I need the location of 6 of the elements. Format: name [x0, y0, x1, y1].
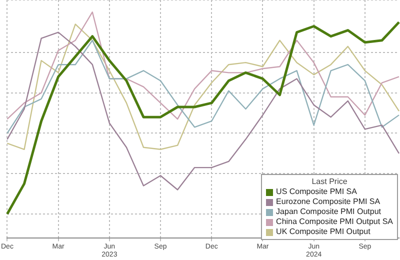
legend-label: Japan Composite PMI Output — [276, 207, 381, 217]
legend-label: China Composite PMI Output SA — [276, 217, 393, 227]
legend-title: Last Price — [310, 177, 348, 187]
legend-label: UK Composite PMI Output — [276, 227, 370, 237]
legend-label: Eurozone Composite PMI SA — [276, 197, 380, 207]
legend-label: US Composite PMI SA — [276, 187, 357, 197]
